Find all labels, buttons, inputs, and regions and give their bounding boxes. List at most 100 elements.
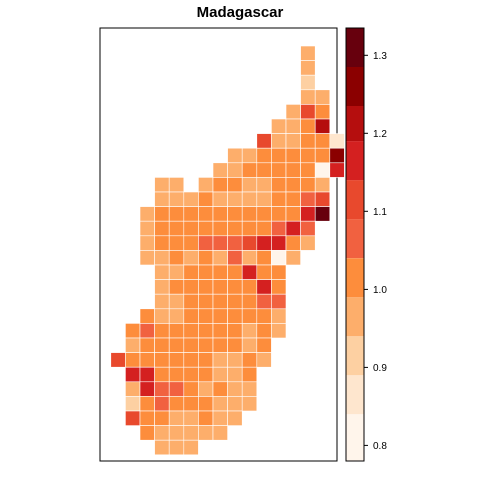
map-cell xyxy=(168,381,185,397)
map-cell xyxy=(168,323,185,339)
map-cell xyxy=(198,293,214,310)
map-cell xyxy=(256,177,272,193)
map-cell xyxy=(154,177,170,193)
map-cell xyxy=(300,191,316,207)
map-cell xyxy=(154,308,170,324)
map-cell xyxy=(183,396,199,412)
map-cell xyxy=(271,177,287,193)
map-cell xyxy=(198,381,214,397)
map-title: Madagascar xyxy=(196,4,284,21)
map-cell xyxy=(300,177,316,193)
map-cell xyxy=(212,250,228,266)
map-cell xyxy=(139,220,155,237)
map-cell xyxy=(300,133,316,149)
map-cell xyxy=(183,220,199,237)
map-cell xyxy=(125,410,141,426)
map-cell xyxy=(329,162,345,178)
map-cell xyxy=(314,191,331,207)
map-cell xyxy=(285,235,301,251)
map-cell xyxy=(241,177,258,193)
map-cell xyxy=(212,410,228,426)
map-cell xyxy=(212,352,228,368)
map-cell xyxy=(241,191,258,207)
legend-swatch xyxy=(346,375,364,415)
map-cell xyxy=(183,264,199,280)
map-cell xyxy=(300,162,316,178)
map-cell xyxy=(285,133,301,149)
map-cell xyxy=(198,191,214,207)
map-cell xyxy=(227,162,243,178)
map-cell xyxy=(314,118,331,134)
map-cell xyxy=(139,235,155,251)
map-cell xyxy=(168,439,185,456)
map-cell xyxy=(183,425,199,441)
map-cell xyxy=(227,396,243,412)
map-cell xyxy=(300,235,316,251)
map-cell xyxy=(154,425,170,441)
map-cell xyxy=(154,220,170,237)
map-cell xyxy=(285,220,301,237)
map-cell xyxy=(212,191,228,207)
map-cell xyxy=(198,366,214,383)
map-cell xyxy=(168,308,185,324)
map-cell xyxy=(183,381,199,397)
map-cell xyxy=(256,279,272,295)
map-cell xyxy=(241,147,258,164)
map-cell xyxy=(168,396,185,412)
map-cells xyxy=(110,45,345,456)
map-cell xyxy=(256,206,272,222)
map-cell xyxy=(271,323,287,339)
map-cell xyxy=(183,410,199,426)
map-cell xyxy=(168,425,185,441)
map-cell xyxy=(256,133,272,149)
legend-swatch xyxy=(346,414,364,461)
map-cell xyxy=(198,352,214,368)
map-cell xyxy=(183,206,199,222)
legend-swatch xyxy=(346,336,364,376)
legend-swatch xyxy=(346,141,364,181)
map-cell xyxy=(168,235,185,251)
map-cell xyxy=(300,118,316,134)
map-cell xyxy=(212,323,228,339)
map-cell xyxy=(110,352,126,368)
map-cell xyxy=(183,293,199,310)
map-cell xyxy=(168,410,185,426)
map-cell xyxy=(154,337,170,353)
map-cell xyxy=(241,352,258,368)
map-cell xyxy=(329,133,345,149)
map-cell xyxy=(300,60,316,76)
map-cell xyxy=(241,366,258,383)
map-cell xyxy=(271,206,287,222)
map-cell xyxy=(329,147,345,164)
map-cell xyxy=(168,366,185,383)
map-cell xyxy=(241,220,258,237)
map-cell xyxy=(198,396,214,412)
map-cell xyxy=(212,162,228,178)
map-cell xyxy=(271,264,287,280)
legend-tick-label: 0.8 xyxy=(373,441,387,452)
map-cell xyxy=(139,410,155,426)
map-cell xyxy=(271,235,287,251)
map-cell xyxy=(198,337,214,353)
map-cell xyxy=(271,191,287,207)
map-cell xyxy=(271,133,287,149)
map-cell xyxy=(198,250,214,266)
map-cell xyxy=(227,381,243,397)
map-cell xyxy=(256,162,272,178)
legend-tick-label: 1.3 xyxy=(373,51,387,62)
map-cell xyxy=(300,206,316,222)
map-cell xyxy=(227,191,243,207)
map-cell xyxy=(227,293,243,310)
map-cell xyxy=(271,147,287,164)
map-cell xyxy=(212,235,228,251)
map-cell xyxy=(212,308,228,324)
map-cell xyxy=(183,279,199,295)
map-cell xyxy=(241,323,258,339)
map-cell xyxy=(241,264,258,280)
map-cell xyxy=(300,104,316,120)
map-cell xyxy=(154,250,170,266)
map-cell xyxy=(241,396,258,412)
map-cell xyxy=(227,323,243,339)
map-cell xyxy=(154,410,170,426)
